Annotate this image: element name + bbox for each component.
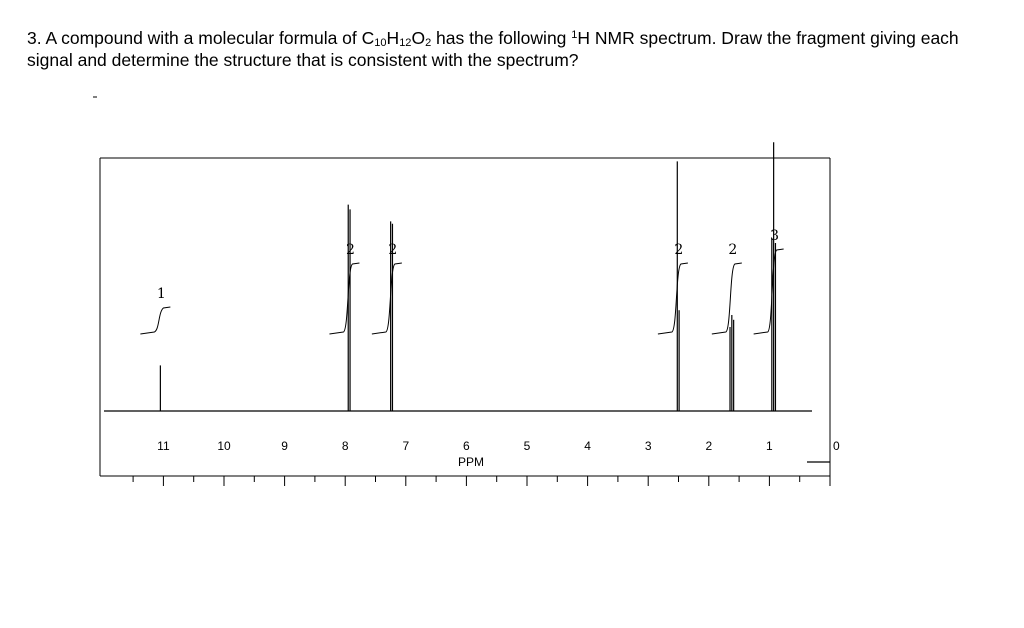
integration-label: 1 bbox=[157, 286, 166, 302]
integration-curve bbox=[329, 262, 360, 335]
x-tick-label: 10 bbox=[217, 439, 231, 453]
integration-group: 1 2 2 2 2 3 bbox=[140, 228, 784, 335]
question-text-b: H bbox=[386, 28, 400, 48]
integration-label: 2 bbox=[346, 242, 355, 258]
x-tick-label: 5 bbox=[524, 439, 531, 453]
question-text-a: A compound with a molecular formula of C bbox=[45, 28, 375, 48]
x-tick-label: 3 bbox=[645, 439, 652, 453]
question-text-e: H NMR spectrum. Draw the fragment giving… bbox=[27, 28, 959, 70]
integration-label: 2 bbox=[674, 242, 683, 258]
x-tick-label: 9 bbox=[281, 439, 288, 453]
integration-label: 3 bbox=[770, 228, 779, 244]
x-tick-label: 0 bbox=[833, 439, 840, 453]
x-tick-label: 11 bbox=[157, 439, 170, 453]
x-tick-label: 8 bbox=[342, 439, 349, 453]
integration-curve bbox=[140, 306, 171, 335]
integration-label: 2 bbox=[388, 242, 397, 258]
oxygen-subscript: 2 bbox=[425, 37, 432, 49]
isotope-superscript: 1 bbox=[571, 29, 578, 41]
question-text-d: has the following bbox=[431, 28, 572, 48]
x-tick-label: 4 bbox=[584, 439, 591, 453]
x-tick-label: 1 bbox=[766, 439, 773, 453]
hydrogen-subscript: 12 bbox=[399, 37, 412, 49]
x-axis-ticks: 11 10 9 8 7 6 5 4 3 2 1 0 bbox=[132, 439, 840, 486]
question-text: 3. A compound with a molecular formula o… bbox=[27, 27, 1007, 71]
integration-label: 2 bbox=[728, 242, 737, 258]
question-text-c: O bbox=[411, 28, 426, 48]
integration-curve bbox=[711, 262, 742, 335]
peak-group bbox=[159, 142, 777, 411]
x-tick-label: 6 bbox=[463, 439, 470, 453]
integration-curve bbox=[371, 262, 402, 335]
chart-frame bbox=[99, 157, 831, 477]
question-number: 3. bbox=[27, 28, 42, 48]
integration-curve bbox=[753, 248, 784, 335]
x-axis-label: PPM bbox=[458, 455, 484, 469]
x-tick-label: 2 bbox=[705, 439, 712, 453]
carbon-subscript: 10 bbox=[374, 37, 387, 49]
x-tick-label: 7 bbox=[402, 439, 409, 453]
integration-curve bbox=[657, 262, 688, 335]
